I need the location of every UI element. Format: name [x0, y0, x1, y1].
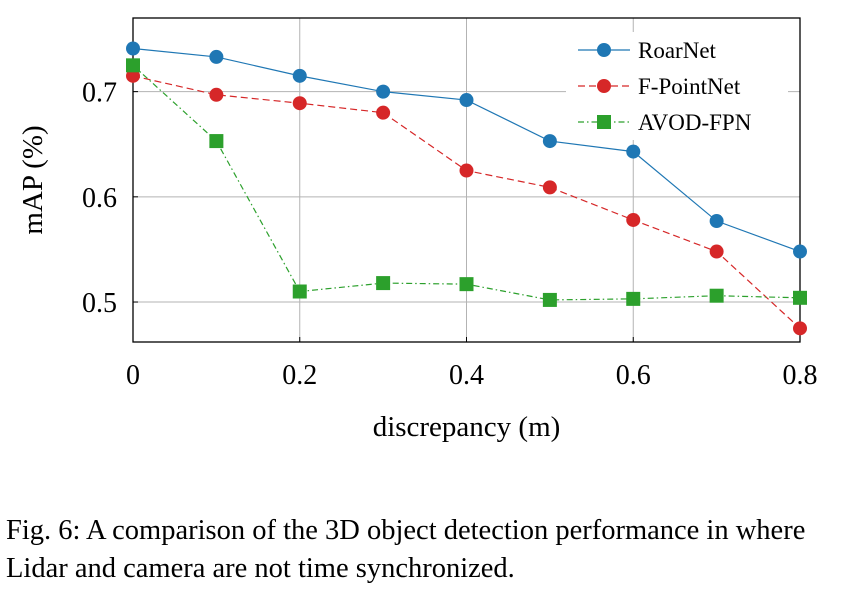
data-point — [126, 58, 140, 73]
data-point — [542, 180, 557, 195]
y-axis-label: mAP (%) — [17, 125, 49, 234]
y-tick-label: 0.5 — [82, 288, 117, 319]
data-point — [542, 292, 557, 307]
data-point — [626, 144, 641, 159]
series-line — [132, 64, 801, 301]
x-axis-label: discrepancy (m) — [373, 411, 561, 443]
legend-marker — [597, 115, 611, 129]
data-point — [292, 96, 307, 111]
data-point — [209, 87, 224, 102]
data-point — [793, 321, 807, 336]
legend-label: RoarNet — [638, 38, 717, 63]
data-point — [292, 68, 307, 83]
series-layer — [126, 41, 807, 336]
x-tick-label: 0.2 — [282, 360, 317, 391]
legend-marker — [597, 79, 611, 93]
x-tick-label: 0 — [126, 360, 140, 391]
data-point — [126, 41, 140, 56]
series-f-pointnet — [126, 68, 807, 336]
series-roarnet — [126, 41, 807, 259]
x-tick-label: 0.4 — [449, 360, 484, 391]
data-point — [793, 244, 807, 259]
tick-labels: 0 0.2 0.4 0.6 0.8 0.5 0.6 0.7 — [82, 78, 818, 391]
legend-marker — [597, 43, 611, 57]
data-point — [209, 49, 224, 64]
data-point — [376, 84, 391, 99]
data-point — [126, 68, 140, 83]
legend-label: AVOD-FPN — [638, 110, 752, 135]
figure-caption: Fig. 6: A comparison of the 3D object de… — [6, 515, 806, 584]
data-point — [793, 290, 807, 305]
data-point — [459, 277, 474, 292]
data-point — [292, 284, 307, 299]
data-point — [376, 105, 391, 120]
series-avod-fpn — [126, 58, 807, 307]
data-point — [459, 93, 474, 108]
data-point — [542, 134, 557, 149]
legend-label: F-PointNet — [638, 74, 741, 99]
data-point — [626, 212, 641, 227]
x-tick-label: 0.6 — [616, 360, 651, 391]
legend: RoarNet F-PointNet AVOD-FPN — [566, 32, 788, 140]
data-point — [709, 214, 724, 229]
y-tick-label: 0.6 — [82, 183, 117, 214]
data-point — [459, 163, 474, 178]
line-chart: 0 0.2 0.4 0.6 0.8 0.5 0.6 0.7 discrepancy (m) m… — [17, 17, 818, 443]
data-point — [626, 291, 641, 306]
x-tick-label: 0.8 — [783, 360, 818, 391]
data-point — [709, 244, 724, 259]
data-point — [709, 288, 724, 303]
data-point — [376, 276, 391, 291]
y-tick-label: 0.7 — [82, 78, 117, 109]
data-point — [209, 134, 224, 149]
